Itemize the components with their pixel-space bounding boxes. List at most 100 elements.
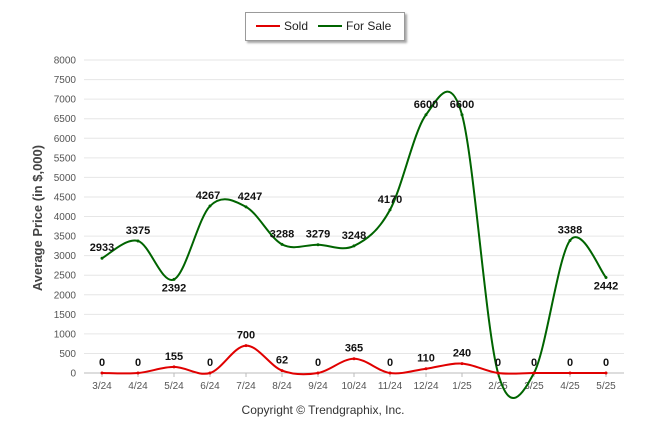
- point-sold: [568, 371, 572, 375]
- data-label-sold: 365: [345, 343, 363, 355]
- point-for-sale: [568, 238, 572, 242]
- legend-item-sold[interactable]: Sold: [256, 19, 308, 33]
- x-tick-label: 4/25: [560, 381, 580, 392]
- legend-label-sold: Sold: [284, 19, 309, 33]
- point-for-sale: [604, 275, 608, 279]
- data-label-for-sale: 3288: [270, 228, 294, 240]
- for-sale-swatch-icon: [318, 24, 342, 27]
- data-label-sold: 155: [165, 351, 183, 363]
- x-tick-label: 3/25: [524, 381, 544, 392]
- point-for-sale: [136, 239, 140, 243]
- point-sold: [280, 369, 284, 373]
- point-for-sale: [352, 244, 356, 248]
- x-tick-label: 12/24: [413, 381, 438, 392]
- data-label-for-sale: 6600: [414, 99, 438, 111]
- data-label-for-sale: 2392: [162, 282, 186, 294]
- data-label-sold: 0: [387, 357, 393, 369]
- point-for-sale: [388, 208, 392, 212]
- point-sold: [532, 371, 536, 375]
- point-sold: [604, 371, 608, 375]
- x-tick-label: 5/24: [164, 381, 184, 392]
- point-for-sale: [100, 256, 104, 260]
- data-label-for-sale: 4267: [196, 190, 220, 202]
- data-label-sold: 0: [99, 357, 105, 369]
- y-tick-label: 5000: [54, 173, 77, 184]
- y-tick-label: 4000: [54, 212, 77, 223]
- data-labels: 2933 3375 2392 4267 4247 3288 3279 3248 4170 6600…: [90, 99, 618, 369]
- x-tick-label: 9/24: [308, 381, 328, 392]
- data-label-for-sale: 3248: [342, 230, 366, 242]
- series-lines: [100, 90, 608, 399]
- y-axis-label: Average Price (in $,000): [30, 145, 45, 291]
- point-for-sale: [424, 113, 428, 117]
- y-tick-label: 1000: [54, 329, 77, 340]
- point-sold: [496, 371, 500, 375]
- point-sold: [208, 371, 212, 375]
- data-label-sold: 0: [567, 357, 573, 369]
- point-sold: [388, 371, 392, 375]
- grid-lines: [84, 59, 624, 374]
- sold-swatch-icon: [256, 24, 280, 27]
- x-tick-label: 10/24: [341, 381, 366, 392]
- point-sold: [316, 371, 320, 375]
- x-tick-label: 2/25: [488, 381, 508, 392]
- point-for-sale: [280, 242, 284, 246]
- y-tick-label: 2500: [54, 271, 77, 282]
- data-label-for-sale: 3279: [306, 229, 330, 241]
- data-label-sold: 62: [276, 355, 288, 367]
- legend-label-for-sale: For Sale: [346, 19, 392, 33]
- y-tick-label: 7000: [54, 95, 77, 106]
- y-tick-label: 6000: [54, 134, 77, 145]
- x-tick-label: 5/25: [596, 381, 616, 392]
- point-for-sale: [316, 243, 320, 247]
- y-tick-label: 2000: [54, 290, 77, 301]
- data-label-sold: 700: [237, 330, 255, 342]
- y-tick-label: 5500: [54, 153, 77, 164]
- legend: Sold For Sale: [245, 12, 405, 41]
- y-tick-label: 3500: [54, 232, 77, 243]
- data-label-sold: 0: [207, 357, 213, 369]
- y-axis-ticks: 0 500 1000 1500 2000 2500 3000 3500 4000 4500 5000…: [54, 56, 77, 380]
- data-label-sold: 0: [495, 357, 501, 369]
- data-label-sold: 110: [417, 353, 435, 365]
- data-label-for-sale: 3388: [558, 224, 582, 236]
- point-sold: [352, 357, 356, 361]
- y-tick-label: 7500: [54, 75, 77, 86]
- data-label-for-sale: 2442: [594, 280, 618, 292]
- point-sold: [244, 344, 248, 348]
- x-tick-label: 7/24: [236, 381, 256, 392]
- point-sold: [424, 367, 428, 371]
- data-label-for-sale: 4247: [238, 191, 262, 203]
- y-tick-label: 4500: [54, 192, 77, 203]
- data-label-for-sale: 6600: [450, 99, 474, 111]
- data-label-for-sale: 2933: [90, 242, 114, 254]
- point-sold: [100, 371, 104, 375]
- data-label-sold: 240: [453, 348, 471, 360]
- x-tick-label: 4/24: [128, 381, 148, 392]
- point-sold: [172, 365, 176, 369]
- data-label-sold: 0: [315, 357, 321, 369]
- point-sold: [460, 362, 464, 366]
- y-tick-label: 3000: [54, 251, 77, 262]
- data-label-sold: 0: [603, 357, 609, 369]
- data-label-for-sale: 3375: [126, 225, 150, 237]
- y-tick-label: 0: [70, 369, 76, 380]
- legend-item-for-sale[interactable]: For Sale: [318, 19, 391, 33]
- point-for-sale: [460, 113, 464, 117]
- y-tick-label: 8000: [54, 56, 77, 67]
- x-tick-label: 3/24: [92, 381, 112, 392]
- x-tick-label: 11/24: [378, 381, 403, 392]
- x-axis-ticks: 3/24 4/24 5/24 6/24 7/24 8/24 9/24 10/24 11/24 12…: [92, 373, 616, 392]
- x-tick-label: 1/25: [452, 381, 472, 392]
- x-tick-label: 8/24: [272, 381, 292, 392]
- data-label-sold: 0: [531, 357, 537, 369]
- x-tick-label: 6/24: [200, 381, 220, 392]
- copyright-text: Copyright © Trendgraphix, Inc.: [241, 403, 405, 417]
- y-tick-label: 6500: [54, 114, 77, 125]
- y-tick-label: 1500: [54, 310, 77, 321]
- point-for-sale: [208, 204, 212, 208]
- point-sold: [136, 371, 140, 375]
- y-tick-label: 500: [59, 349, 76, 360]
- point-for-sale: [172, 277, 176, 281]
